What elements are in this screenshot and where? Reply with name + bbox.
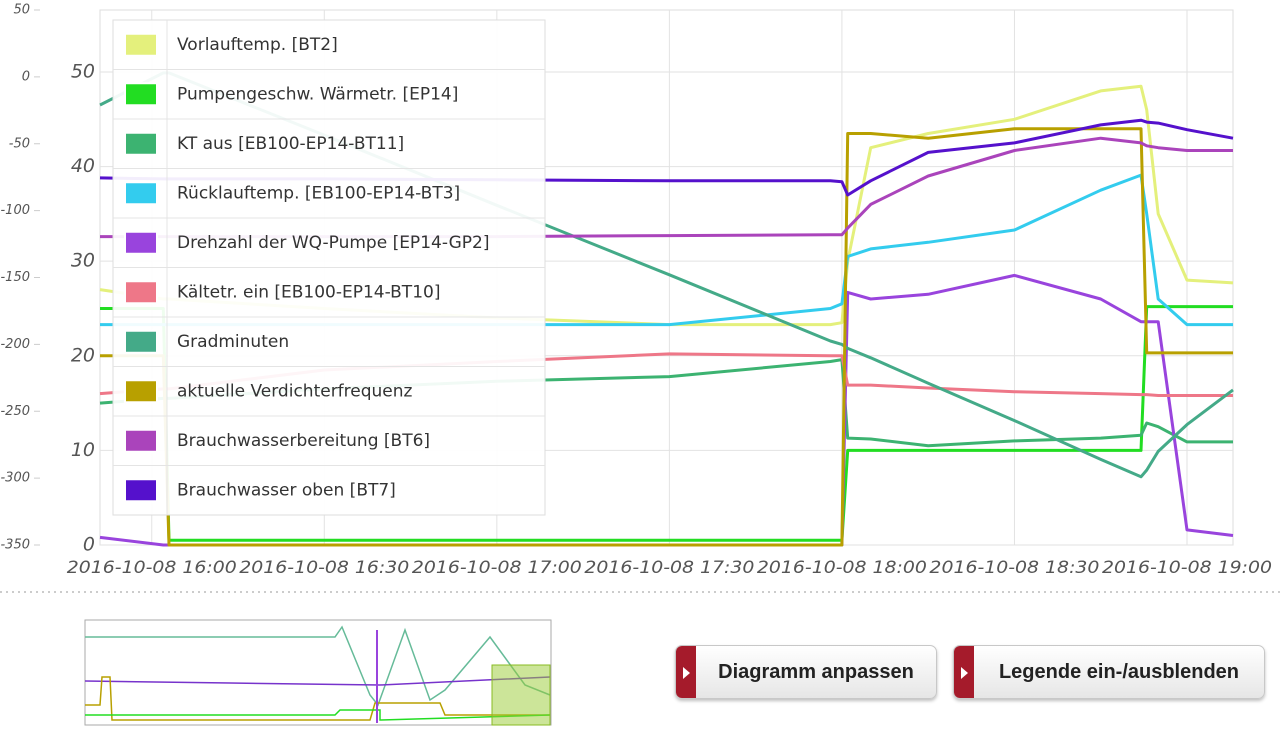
button-label: Legende ein-/ausblenden — [998, 660, 1240, 683]
chart: 0 10 20 30 40 50 -350 -300 -250 -200 -150 -100 -50 0 5… — [0, 3, 1280, 593]
legend-label: Drehzahl der WQ-Pumpe [EP14-GP2] — [177, 233, 489, 253]
legend-label: Rücklauftemp. [EB100-EP14-BT3] — [177, 183, 460, 203]
button-tab — [954, 646, 974, 698]
legend-swatch — [124, 32, 158, 57]
legend: Vorlauftemp. [BT2] Pumpengeschw. Wärmetr.… — [112, 19, 546, 516]
legend-swatch — [124, 181, 158, 206]
y-tick-label: 50 — [71, 60, 95, 82]
y2-tick-label: -50 — [9, 136, 30, 151]
legend-swatch — [124, 131, 158, 156]
button[interactable]: Legende ein-/ausblenden — [953, 645, 1265, 699]
y-tick-label: 10 — [71, 439, 95, 461]
x-tick-label: 2016-10-08 18:00 — [757, 558, 927, 578]
legend-swatch — [124, 329, 158, 354]
x-tick-label: 2016-10-08 16:30 — [239, 558, 409, 578]
navigator-line — [85, 709, 551, 721]
y-tick-label: 40 — [71, 155, 95, 177]
navigator — [84, 619, 552, 726]
y2-tick-label: -250 — [0, 404, 30, 419]
y2-tick-label: -100 — [0, 203, 30, 218]
y-tick-label: 20 — [71, 344, 95, 366]
legend-label: Kältetr. ein [EB100-EP14-BT10] — [177, 282, 440, 302]
y2-tick-label: -300 — [0, 471, 30, 486]
legend-label: aktuelle Verdichterfrequenz — [177, 381, 413, 401]
x-tick-label: 2016-10-08 17:00 — [412, 558, 582, 578]
legend-label: Vorlauftemp. [BT2] — [177, 35, 338, 55]
navigator-line — [84, 676, 551, 686]
x-tick-label: 2016-10-08 19:00 — [1102, 558, 1272, 578]
y2-tick-label: -200 — [0, 337, 30, 352]
x-tick-label: 2016-10-08 18:30 — [929, 558, 1099, 578]
series-line — [100, 305, 1233, 542]
navigator-frame — [84, 619, 552, 726]
legend-swatch — [124, 379, 158, 404]
y-tick-label: 0 — [83, 534, 95, 556]
legend-swatch — [124, 280, 158, 305]
y2-tick-label: -350 — [0, 538, 30, 553]
button-tab — [676, 646, 696, 698]
button-label: Diagramm anpassen — [718, 660, 914, 683]
x-tick-label: 2016-10-08 16:00 — [67, 558, 237, 578]
y2-tick-label: 50 — [13, 3, 30, 18]
x-tick-label: 2016-10-08 17:30 — [584, 558, 754, 578]
legend-swatch — [124, 428, 158, 453]
legend-label: Gradminuten — [177, 332, 289, 352]
navigator-line — [85, 676, 550, 721]
button[interactable]: Diagramm anpassen — [675, 645, 937, 699]
y2-tick-label: -150 — [0, 270, 30, 285]
legend-swatch — [124, 230, 158, 255]
legend-label: Brauchwasserbereitung [BT6] — [177, 431, 430, 451]
y2-tick-label: 0 — [22, 69, 30, 84]
legend-label: Pumpengeschw. Wärmetr. [EP14] — [177, 84, 458, 104]
navigator-line — [85, 625, 551, 707]
legend-swatch — [124, 82, 158, 107]
legend-swatch — [124, 478, 158, 503]
y-tick-label: 30 — [71, 250, 95, 272]
legend-label: Brauchwasser oben [BT7] — [177, 480, 396, 500]
navigator-window[interactable] — [491, 664, 551, 726]
legend-label: KT aus [EB100-EP14-BT11] — [177, 134, 404, 154]
series-line — [100, 127, 1233, 547]
